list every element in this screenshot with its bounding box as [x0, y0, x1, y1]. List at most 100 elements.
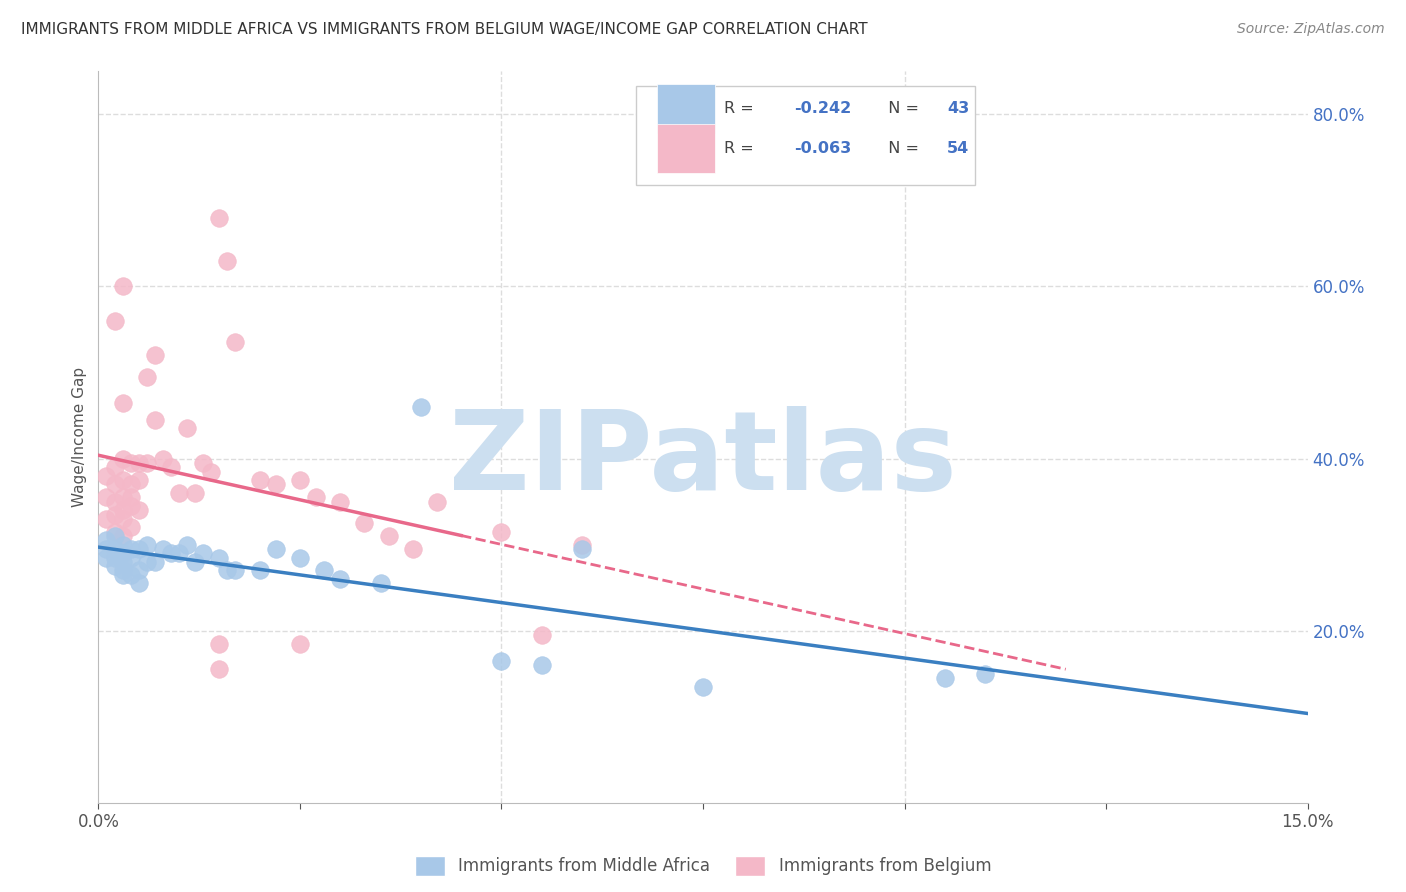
Point — [377, 529, 399, 543]
Point — [305, 491, 328, 505]
Y-axis label: Wage/Income Gap: Wage/Income Gap — [72, 367, 87, 508]
Point — [96, 541, 118, 556]
Point — [160, 546, 183, 560]
Point — [111, 564, 134, 578]
Point — [120, 499, 142, 513]
Point — [120, 456, 142, 470]
Point — [111, 567, 134, 582]
Point — [135, 555, 157, 569]
Point — [103, 508, 125, 522]
Point — [103, 524, 125, 539]
Point — [571, 538, 593, 552]
Text: Source: ZipAtlas.com: Source: ZipAtlas.com — [1237, 22, 1385, 37]
Point — [353, 516, 375, 530]
Point — [208, 637, 231, 651]
Point — [176, 538, 198, 552]
FancyBboxPatch shape — [657, 84, 716, 133]
Text: -0.242: -0.242 — [794, 101, 851, 116]
Point — [530, 628, 553, 642]
Point — [224, 335, 246, 350]
Point — [96, 512, 118, 526]
Point — [217, 253, 239, 268]
Text: R =: R = — [724, 141, 758, 156]
Point — [193, 456, 215, 470]
Point — [103, 550, 125, 565]
Point — [143, 413, 166, 427]
Point — [184, 555, 207, 569]
Point — [120, 491, 142, 505]
Point — [96, 491, 118, 505]
Point — [152, 541, 174, 556]
Point — [111, 491, 134, 505]
Point — [96, 468, 118, 483]
Point — [111, 395, 134, 409]
Point — [128, 564, 150, 578]
Point — [111, 279, 134, 293]
Point — [160, 460, 183, 475]
Point — [128, 456, 150, 470]
Point — [208, 211, 231, 225]
Point — [96, 550, 118, 565]
Point — [143, 348, 166, 362]
Point — [530, 658, 553, 673]
Point — [143, 555, 166, 569]
Point — [103, 477, 125, 491]
Text: IMMIGRANTS FROM MIDDLE AFRICA VS IMMIGRANTS FROM BELGIUM WAGE/INCOME GAP CORRELA: IMMIGRANTS FROM MIDDLE AFRICA VS IMMIGRA… — [21, 22, 868, 37]
Text: ZIPatlas: ZIPatlas — [449, 406, 957, 513]
Text: N =: N = — [879, 141, 925, 156]
Point — [571, 541, 593, 556]
Point — [111, 473, 134, 487]
Text: -0.063: -0.063 — [794, 141, 851, 156]
Point — [128, 576, 150, 591]
Point — [128, 473, 150, 487]
Point — [111, 529, 134, 543]
Point — [135, 369, 157, 384]
Point — [491, 524, 513, 539]
Point — [224, 564, 246, 578]
Point — [111, 538, 134, 552]
Point — [491, 654, 513, 668]
Point — [329, 572, 352, 586]
Text: R =: R = — [724, 101, 758, 116]
Point — [288, 473, 311, 487]
Point — [111, 451, 134, 466]
Point — [314, 564, 336, 578]
Point — [249, 564, 271, 578]
Point — [120, 477, 142, 491]
Point — [208, 550, 231, 565]
Point — [193, 546, 215, 560]
FancyBboxPatch shape — [657, 124, 716, 173]
Point — [184, 486, 207, 500]
Point — [135, 456, 157, 470]
Point — [264, 541, 287, 556]
Point — [120, 541, 142, 556]
Text: N =: N = — [879, 101, 925, 116]
Point — [208, 662, 231, 676]
Point — [103, 541, 125, 556]
Point — [111, 503, 134, 517]
Point — [288, 637, 311, 651]
Point — [426, 494, 449, 508]
Point — [329, 494, 352, 508]
Point — [409, 400, 432, 414]
Point — [111, 555, 134, 569]
Point — [103, 460, 125, 475]
Point — [264, 477, 287, 491]
Point — [402, 541, 425, 556]
Text: 43: 43 — [948, 101, 970, 116]
Point — [128, 541, 150, 556]
Point — [103, 314, 125, 328]
Point — [200, 465, 222, 479]
Point — [120, 567, 142, 582]
Point — [111, 546, 134, 560]
Point — [96, 533, 118, 548]
Point — [176, 421, 198, 435]
Point — [103, 559, 125, 574]
Point — [217, 564, 239, 578]
Point — [167, 546, 190, 560]
Point — [167, 486, 190, 500]
Point — [692, 680, 714, 694]
Legend: Immigrants from Middle Africa, Immigrants from Belgium: Immigrants from Middle Africa, Immigrant… — [408, 850, 998, 882]
Point — [128, 503, 150, 517]
Point — [103, 494, 125, 508]
